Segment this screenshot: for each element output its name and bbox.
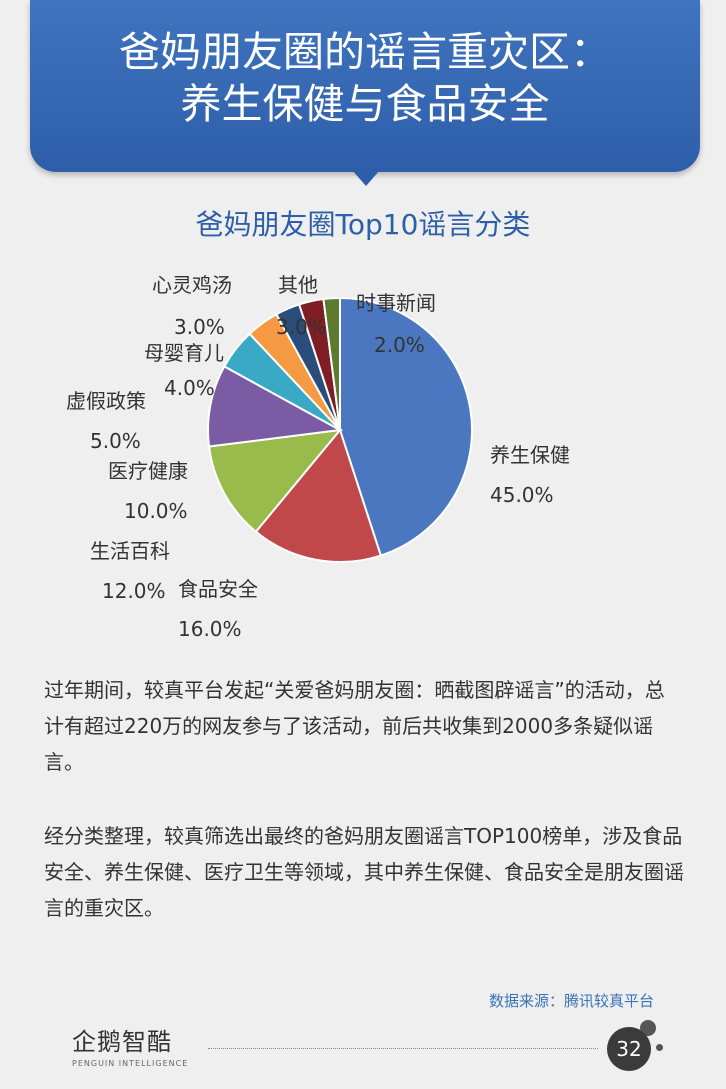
- banner-notch: [352, 170, 380, 186]
- slice-label-value: 45.0%: [490, 483, 554, 507]
- summary-paragraph: 经分类整理，较真筛选出最终的爸妈朋友圈谣言TOP100榜单，涉及食品安全、养生保…: [44, 824, 684, 920]
- brand-logo: 企鹅智酷 PENGUIN INTELLIGENCE: [72, 1022, 192, 1078]
- slice-label-name: 养生保健: [490, 443, 570, 467]
- intro-paragraph: 过年期间，较真平台发起“关爱爸妈朋友圈：晒截图辟谣言”的活动，总计有超过220万…: [44, 678, 665, 774]
- page-title: 爸妈朋友圈的谣言重灾区： 养生保健与食品安全: [30, 26, 700, 130]
- pie-chart: 养生保健 45.0% 食品安全 16.0% 生活百科 12.0% 医疗健康 10.0% 虚假政策…: [66, 273, 570, 641]
- slice-label-value: 10.0%: [124, 499, 188, 523]
- title-banner: [30, 0, 700, 172]
- slice-label-name: 母婴育儿: [144, 341, 224, 365]
- pie-slice-2: [254, 427, 383, 563]
- slice-label-value: 3.0%: [174, 315, 225, 339]
- data-source: 数据来源：腾讯较真平台: [488, 992, 654, 1010]
- slice-label-value: 4.0%: [164, 376, 215, 400]
- title-line-2: 养生保健与食品安全: [180, 80, 550, 128]
- slice-label-value: 12.0%: [102, 579, 166, 603]
- slice-label-value: 3.0%: [276, 315, 327, 339]
- chart-title: 爸妈朋友圈Top10谣言分类: [195, 208, 531, 241]
- pie-slice-4: [207, 365, 344, 448]
- slice-label-value: 16.0%: [178, 617, 242, 641]
- slice-label-name: 食品安全: [178, 577, 258, 601]
- slice-label-name: 时事新闻: [356, 291, 436, 315]
- slice-label-value: 5.0%: [90, 429, 141, 453]
- slice-label-name: 医疗健康: [108, 459, 188, 483]
- pie-slice-1: [339, 296, 473, 557]
- slice-label-name: 生活百科: [90, 539, 170, 563]
- slice-label-name: 心灵鸡汤: [152, 273, 232, 297]
- pie-slice-3: [207, 428, 343, 534]
- logo-subtitle: PENGUIN INTELLIGENCE: [72, 1059, 189, 1068]
- slice-label-value: 2.0%: [374, 333, 425, 357]
- logo-text: 企鹅智酷: [72, 1028, 172, 1056]
- decor-dot-small: [656, 1044, 663, 1051]
- footer-divider: [208, 1048, 598, 1049]
- slice-label-name: 虚假政策: [66, 389, 146, 413]
- page-number: 32: [607, 1027, 651, 1071]
- slice-label-name: 其他: [278, 273, 318, 297]
- pie-slice-9: [322, 296, 341, 431]
- title-line-1: 爸妈朋友圈的谣言重灾区：: [119, 28, 611, 76]
